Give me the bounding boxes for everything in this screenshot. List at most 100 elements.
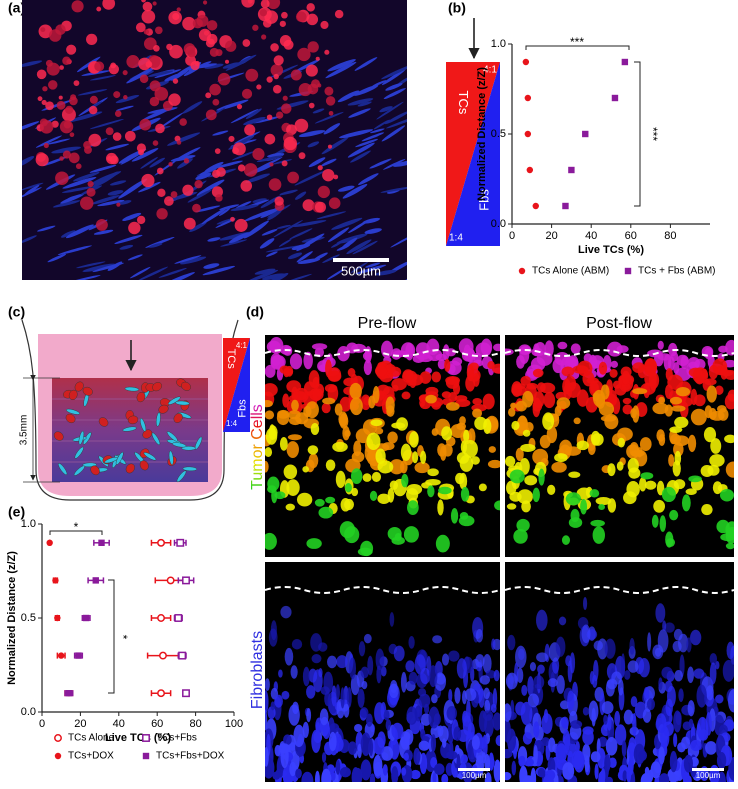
fibroblast (126, 66, 156, 84)
fibroblast (65, 195, 77, 202)
cell (487, 361, 495, 370)
fibroblast (278, 238, 292, 247)
cell (622, 397, 632, 405)
cell (640, 472, 654, 480)
fibroblast (604, 754, 611, 773)
cell (302, 466, 310, 473)
tumor-cell (58, 95, 63, 100)
tumor-cell (281, 160, 288, 167)
tumor-cell (86, 33, 98, 46)
y-tick-label: 0.0 (21, 706, 36, 718)
fibroblast (295, 191, 307, 200)
cell (610, 360, 619, 368)
tumor-cell (225, 40, 237, 52)
fibroblast (265, 690, 269, 714)
wedge-label: TCs (225, 349, 237, 370)
cell (427, 485, 435, 498)
fibroblast (196, 187, 212, 197)
fibroblast (488, 752, 495, 771)
tumor-cell (266, 0, 281, 10)
fibroblast (346, 686, 352, 708)
fibroblast (230, 204, 259, 211)
fibroblast (234, 131, 261, 144)
fibroblast (482, 654, 492, 674)
tumor-cell (206, 33, 218, 45)
tumor-cell (333, 174, 339, 180)
tumor-cell (282, 95, 288, 101)
fibroblast (161, 272, 195, 280)
scale-bar-label: 500µm (341, 263, 381, 278)
significance: * (116, 635, 130, 640)
cell (265, 532, 277, 550)
cell (554, 453, 568, 463)
fibroblast (335, 684, 340, 701)
fibroblast (142, 108, 170, 121)
fibroblast (336, 233, 368, 244)
cell (724, 434, 734, 444)
fibroblast (220, 239, 248, 247)
fibroblast (276, 224, 291, 229)
cell (289, 353, 303, 370)
tumor-cell (314, 201, 326, 213)
significance-bracket (525, 45, 630, 50)
fibroblast (687, 700, 695, 717)
cell (66, 408, 80, 415)
tumor-cell (305, 64, 318, 77)
fibroblast (353, 84, 379, 96)
fibroblast (475, 628, 484, 643)
fibroblast (140, 157, 158, 169)
fibroblast (533, 721, 540, 738)
tumor-cell (59, 65, 64, 70)
fibroblast (222, 62, 240, 69)
cell (403, 526, 419, 543)
tumor-cell (182, 16, 196, 31)
cell (607, 389, 618, 406)
fibroblast (306, 685, 316, 699)
cell (616, 461, 624, 471)
fibroblast (673, 733, 678, 748)
cell (494, 500, 500, 511)
y-tick-label: 1.0 (491, 38, 506, 50)
fibroblast (89, 75, 116, 81)
fibroblast (658, 746, 665, 765)
cell (425, 386, 439, 396)
fibroblast (646, 698, 656, 711)
tumor-cell (283, 39, 294, 50)
fibroblast (193, 63, 217, 69)
fibroblast (22, 121, 40, 133)
tumor-cell (75, 163, 82, 170)
cell (565, 492, 581, 506)
cell (435, 534, 450, 553)
cell (644, 358, 658, 377)
fibroblast (622, 770, 628, 782)
fibroblast (522, 732, 533, 745)
legend-marker (624, 267, 632, 275)
fibroblast (311, 729, 321, 754)
fibroblast (466, 699, 471, 723)
fibroblast (330, 772, 336, 781)
point (75, 652, 82, 659)
fibroblast (52, 200, 81, 208)
cell (267, 485, 277, 493)
fibroblast (471, 735, 480, 750)
tumor-cell (86, 187, 96, 197)
fibroblast (351, 767, 360, 782)
y-tick-label: 0.5 (21, 612, 36, 624)
tumor-cell (241, 0, 255, 8)
cell (520, 443, 536, 453)
tumor-cell (141, 173, 155, 188)
tumor-cell (281, 103, 292, 114)
fibroblast (398, 283, 411, 291)
fibroblast (482, 734, 488, 758)
fibroblast (484, 699, 491, 713)
tumor-cell (164, 196, 174, 206)
fibroblast (122, 212, 142, 221)
fibroblast (91, 195, 120, 205)
tumor-cell (230, 216, 235, 222)
fibroblast (243, 220, 269, 239)
cell (568, 471, 581, 478)
panel-label: (c) (8, 304, 25, 320)
cell (543, 392, 556, 409)
cell (590, 519, 605, 527)
fibroblast (260, 199, 275, 208)
